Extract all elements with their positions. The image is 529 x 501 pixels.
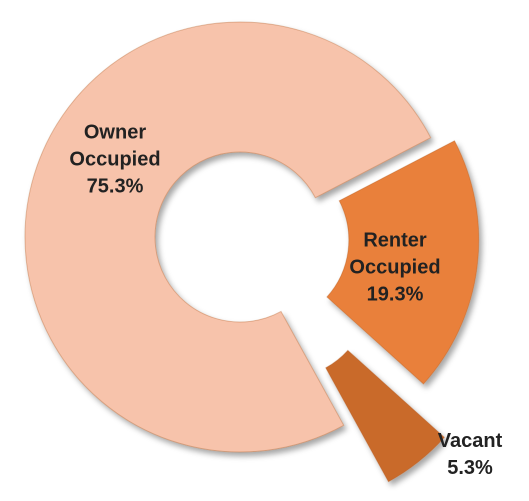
value-label: 5.3% (447, 457, 493, 479)
donut-slice (326, 140, 480, 385)
value-label: 75.3% (86, 175, 144, 198)
slice-label: Owner Occupied 75.3% (60, 120, 170, 201)
category-label: Renter Occupied (349, 229, 441, 279)
donut-slice (325, 349, 446, 483)
slice-label: Renter Occupied 19.3% (335, 228, 455, 309)
category-label: Owner Occupied (69, 121, 161, 171)
category-label: Vacant (437, 430, 503, 452)
slice-label: Vacant 5.3% (425, 428, 515, 482)
donut-slice (24, 21, 432, 453)
value-label: 19.3% (366, 283, 424, 306)
